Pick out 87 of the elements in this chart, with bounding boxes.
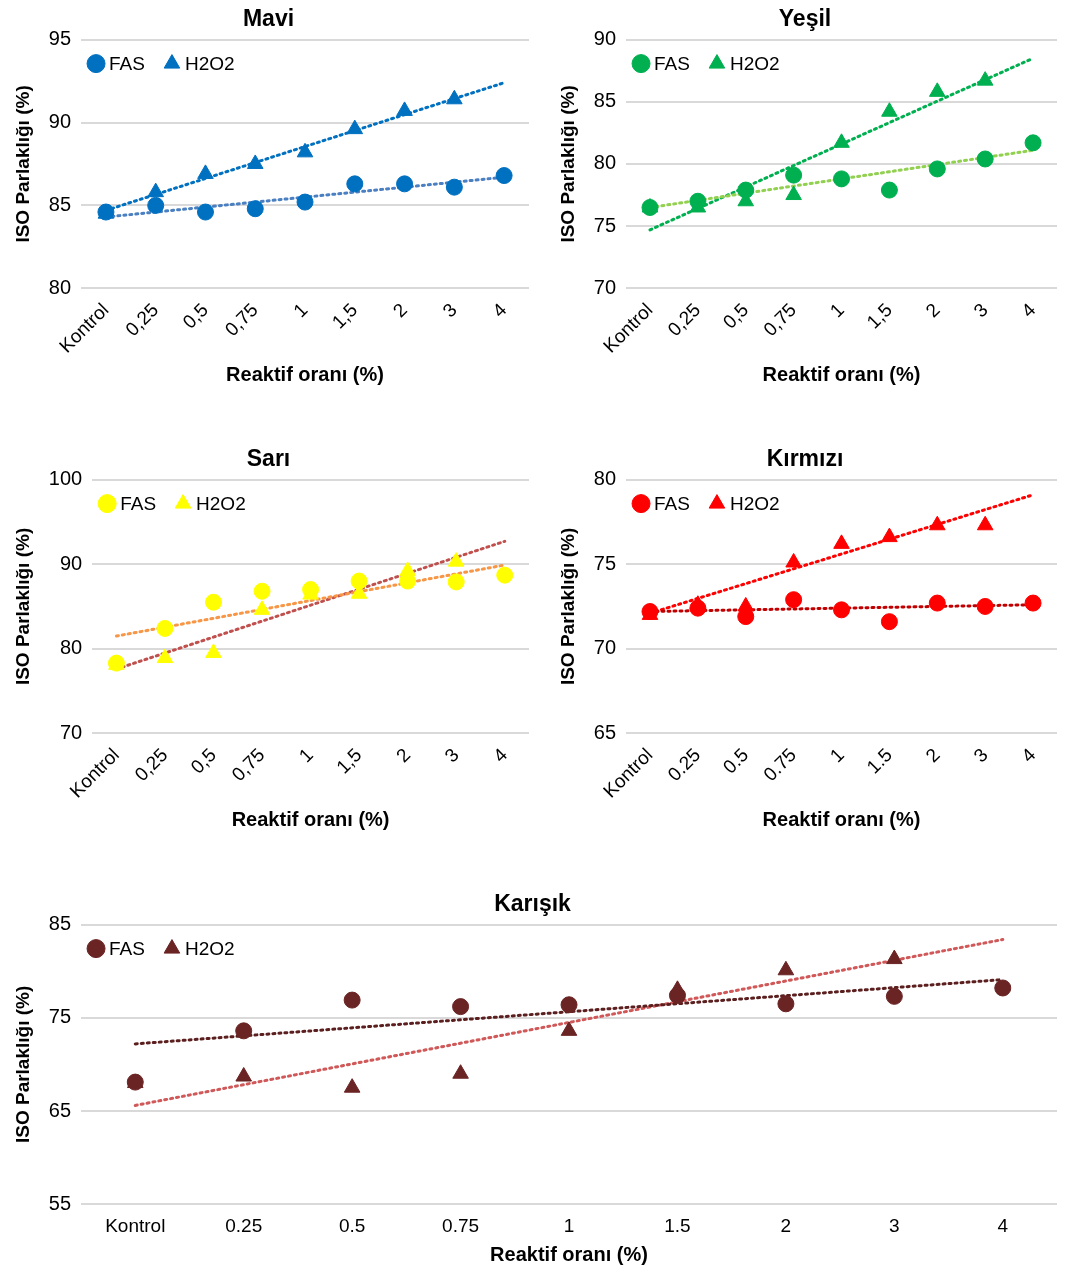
y-tick-label: 100 xyxy=(48,467,83,490)
x-tick-label: 0,75 xyxy=(220,299,262,341)
y-tick-label: 55 xyxy=(48,1191,72,1214)
x-tick-label: 2 xyxy=(391,744,415,767)
x-tick-label: 1,5 xyxy=(862,299,896,333)
x-tick-label: 4 xyxy=(997,1214,1009,1236)
x-tick-label: 3 xyxy=(969,299,992,322)
x-tick-label: 2 xyxy=(921,744,944,767)
x-tick-label: 0.5 xyxy=(718,744,753,778)
x-axis-title: Reaktif oranı (%) xyxy=(762,362,921,385)
chart-title: Sarı xyxy=(246,445,291,472)
y-axis-title: ISO Parlaklığı (%) xyxy=(556,527,578,686)
x-tick-label: 0,5 xyxy=(178,299,213,333)
y-tick-label: 80 xyxy=(593,467,617,490)
y-tick-label: 85 xyxy=(48,192,72,215)
x-axis-title: Reaktif oranı (%) xyxy=(490,1242,648,1265)
x-tick-label: 0.75 xyxy=(442,1214,480,1236)
x-tick-label: 0,75 xyxy=(759,299,801,341)
legend-label: FAS xyxy=(109,52,145,74)
x-tick-label: 3 xyxy=(438,299,461,322)
x-tick-label: 0.5 xyxy=(338,1214,366,1236)
legend-label: H2O2 xyxy=(729,492,780,514)
x-tick-label: 4 xyxy=(488,298,511,322)
x-tick-label: 0,5 xyxy=(718,299,753,333)
y-tick-label: 90 xyxy=(48,110,72,133)
x-tick-label: 3 xyxy=(889,1214,900,1236)
y-tick-label: 90 xyxy=(593,27,617,50)
y-tick-label: 75 xyxy=(593,551,617,574)
x-tick-label: 2 xyxy=(388,299,412,322)
y-tick-label: 80 xyxy=(59,636,83,659)
y-tick-label: 75 xyxy=(48,1005,72,1028)
x-tick-label: 2 xyxy=(921,299,944,322)
x-tick-label: Kontrol xyxy=(105,1214,166,1236)
x-tick-label: 4 xyxy=(1017,298,1040,322)
x-tick-label: 3 xyxy=(440,744,463,767)
y-tick-label: 65 xyxy=(593,720,617,743)
x-tick-label: 0,25 xyxy=(130,744,172,786)
x-axis-title: Reaktif oranı (%) xyxy=(226,362,384,385)
y-axis-title: ISO Parlaklığı (%) xyxy=(556,85,578,243)
legend-label: FAS xyxy=(654,492,690,514)
x-tick-label: 0.25 xyxy=(663,744,705,786)
x-axis-title: Reaktif oranı (%) xyxy=(762,807,921,830)
x-tick-label: 1 xyxy=(825,744,849,767)
x-tick-label: 1 xyxy=(289,299,312,322)
x-tick-label: 1.5 xyxy=(862,744,896,778)
y-tick-label: 80 xyxy=(48,275,72,298)
x-tick-label: 0,25 xyxy=(121,299,163,341)
y-tick-label: 80 xyxy=(593,151,617,174)
x-tick-label: 0,5 xyxy=(186,744,221,778)
x-tick-label: 1,5 xyxy=(327,299,362,333)
y-tick-label: 75 xyxy=(593,213,617,236)
x-tick-label: 0,75 xyxy=(227,744,269,786)
y-axis-title: ISO Parlaklığı (%) xyxy=(11,527,33,686)
chart-title: Kırmızı xyxy=(766,445,844,472)
y-axis-title: ISO Parlaklığı (%) xyxy=(11,85,33,243)
y-tick-label: 95 xyxy=(48,27,72,50)
chart-title: Karışık xyxy=(494,890,572,917)
chart-title: Mavi xyxy=(242,5,295,32)
y-tick-label: 70 xyxy=(593,636,617,659)
legend-label: H2O2 xyxy=(184,937,235,959)
legend-label: H2O2 xyxy=(184,52,235,74)
legend-label: H2O2 xyxy=(196,492,246,514)
x-tick-label: 1 xyxy=(825,299,849,322)
legend-label: FAS xyxy=(109,937,145,959)
y-tick-label: 90 xyxy=(59,551,83,574)
legend-label: FAS xyxy=(654,52,690,74)
chart-title: Yeşil xyxy=(778,5,832,32)
legend-label: H2O2 xyxy=(729,52,780,74)
x-tick-label: 3 xyxy=(969,744,992,767)
x-tick-label: 4 xyxy=(488,743,512,767)
x-tick-label: 2 xyxy=(780,1214,792,1236)
x-tick-label: 1 xyxy=(563,1214,575,1236)
x-tick-label: 1 xyxy=(294,744,318,767)
y-tick-label: 70 xyxy=(59,720,83,743)
x-tick-label: 1.5 xyxy=(664,1214,691,1236)
x-tick-label: 0.25 xyxy=(225,1214,263,1236)
y-tick-label: 70 xyxy=(593,275,617,298)
x-tick-label: 4 xyxy=(1017,743,1040,767)
x-tick-label: 0.75 xyxy=(759,744,801,786)
y-tick-label: 85 xyxy=(48,912,72,935)
legend-label: FAS xyxy=(120,492,157,514)
y-tick-label: 85 xyxy=(593,89,617,112)
x-axis-title: Reaktif oranı (%) xyxy=(231,807,390,830)
y-axis-title: ISO Parlaklığı (%) xyxy=(11,985,33,1144)
x-tick-label: 1,5 xyxy=(332,744,366,778)
y-tick-label: 65 xyxy=(48,1098,72,1121)
x-tick-label: 0,25 xyxy=(663,299,705,341)
